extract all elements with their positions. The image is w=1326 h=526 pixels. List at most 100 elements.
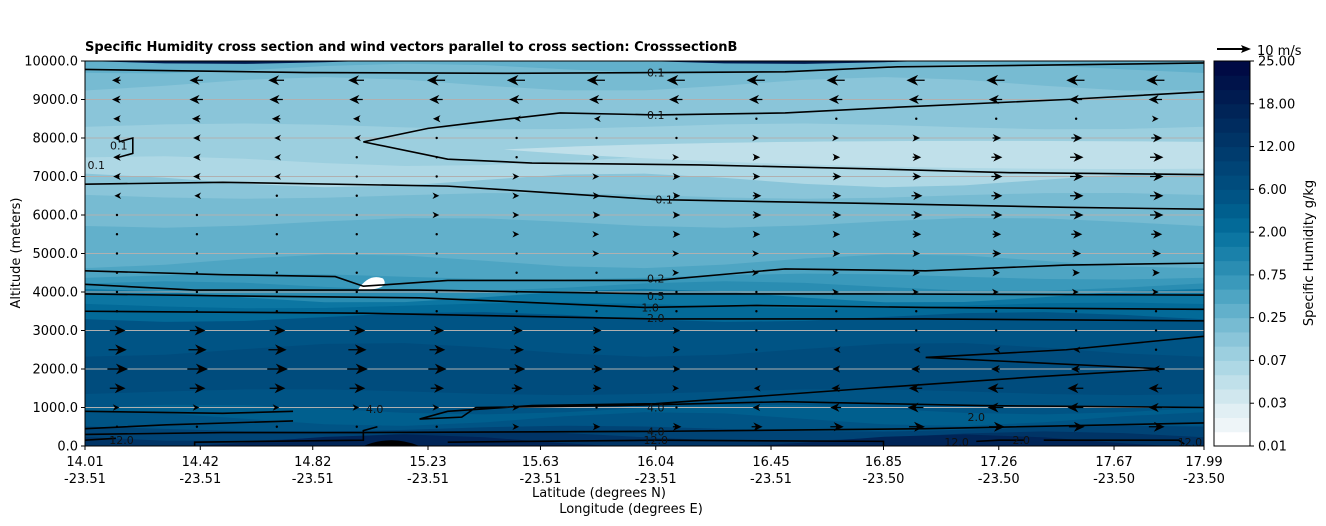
wind-vector [435,156,438,159]
wind-vector [189,75,203,85]
wind-vector [592,173,600,180]
wind-vector [672,250,680,257]
wind-vector [275,425,279,428]
wind-vector [189,94,203,105]
x-tick-label-lon: -23.50 [863,472,905,487]
wind-vector [115,213,119,217]
contour-line-0.1 [118,136,134,159]
y-tick-label: 7000.0 [33,170,79,185]
wind-vector [1151,115,1159,123]
contour-line-12.0 [447,439,885,446]
y-tick-label: 10000.0 [24,55,78,70]
x-tick-label-lat: 15.23 [409,455,446,470]
contour-line-4.0 [85,410,294,415]
colorbar-label: Specific Humidity g/kg [1302,180,1317,326]
wind-vector [355,194,358,197]
wind-vector [115,271,119,274]
wind-vector [348,75,364,86]
wind-vector [271,114,281,123]
wind-vector [1148,383,1163,393]
wind-vector [672,211,681,219]
colorbar-tick-label: 0.01 [1258,440,1287,455]
contour-label: 0.1 [647,67,665,80]
x-tick-label-lon: -23.50 [978,472,1020,487]
wind-vector [514,115,521,123]
wind-vector [355,213,358,217]
wind-vector [111,76,121,85]
wind-vector [511,326,523,335]
wind-vector [908,383,923,393]
wind-vector [832,172,842,181]
wind-vector [509,363,526,375]
wind-vector [755,310,758,313]
colorbar-segment [1214,89,1250,105]
x-tick-label-lon: -23.51 [750,472,792,487]
contour-line-0.2 [85,262,1204,288]
colorbar-segment [1214,146,1250,162]
wind-vector [669,94,683,105]
wind-vector [991,210,1003,220]
wind-vector [988,94,1003,105]
colorbar-segment [1214,388,1250,404]
x-axis-label-longitude: Longitude (degrees E) [559,502,703,517]
wind-vector [672,172,681,181]
wind-vector [832,153,841,161]
wind-vector [1071,288,1079,296]
wind-vector [833,346,841,354]
wind-vector [1152,365,1160,373]
humidity-filled-contours [85,61,1204,446]
wind-vector [909,421,925,432]
wind-vector [748,94,763,105]
x-axis: 14.01 -23.51 14.42 -23.51 14.82 -23.51 15.23 -2… [64,446,1225,487]
wind-vector [1070,171,1084,182]
wind-vector [991,288,999,296]
wind-vector [275,271,279,274]
x-tick-label-lat: 14.42 [182,455,219,470]
wind-vector [592,423,601,431]
y-tick-label: 8000.0 [33,132,79,147]
wind-vector [1067,383,1084,394]
y-tick-label: 0.0 [57,440,78,455]
wind-vector [509,94,523,105]
x-tick-label-lat: 14.01 [66,455,103,470]
y-tick-label: 6000.0 [33,209,79,224]
wind-vector [107,363,129,375]
wind-vector [912,288,919,296]
wind-vector [511,383,523,393]
wind-vector [1072,249,1082,258]
wind-vector [831,384,840,393]
wind-vector [987,383,1004,394]
wind-vector [915,310,918,313]
wind-vector [1070,152,1084,162]
x-tick-label-lon: -23.51 [64,472,106,487]
wind-vector [752,211,762,219]
wind-vector [432,115,441,123]
wind-vector [586,74,605,86]
wind-vector [1148,402,1163,413]
wind-vector [195,252,199,255]
colorbar-segment [1214,217,1250,233]
wind-vector [908,94,923,105]
wind-vector [1150,191,1164,201]
x-tick-label-lat: 17.26 [980,455,1017,470]
wind-vector [752,250,759,257]
wind-vector [1066,74,1085,86]
y-tick-label: 2000.0 [33,363,79,378]
wind-vector [355,175,358,178]
wind-vector [268,344,287,356]
wind-vector [109,383,126,394]
wind-vector [1152,269,1160,277]
contour-label: 0.1 [655,194,673,207]
contour-label: 0.2 [647,273,665,286]
wind-vector [435,175,438,178]
colorbar-segment [1214,232,1250,247]
wind-vector [991,172,1003,181]
wind-vector [752,269,759,277]
wind-vector [991,191,1003,201]
wind-vector [355,290,358,294]
wind-vector [193,172,201,181]
wind-vector [355,252,358,255]
wind-vector [426,74,446,86]
wind-vector [1150,210,1164,220]
